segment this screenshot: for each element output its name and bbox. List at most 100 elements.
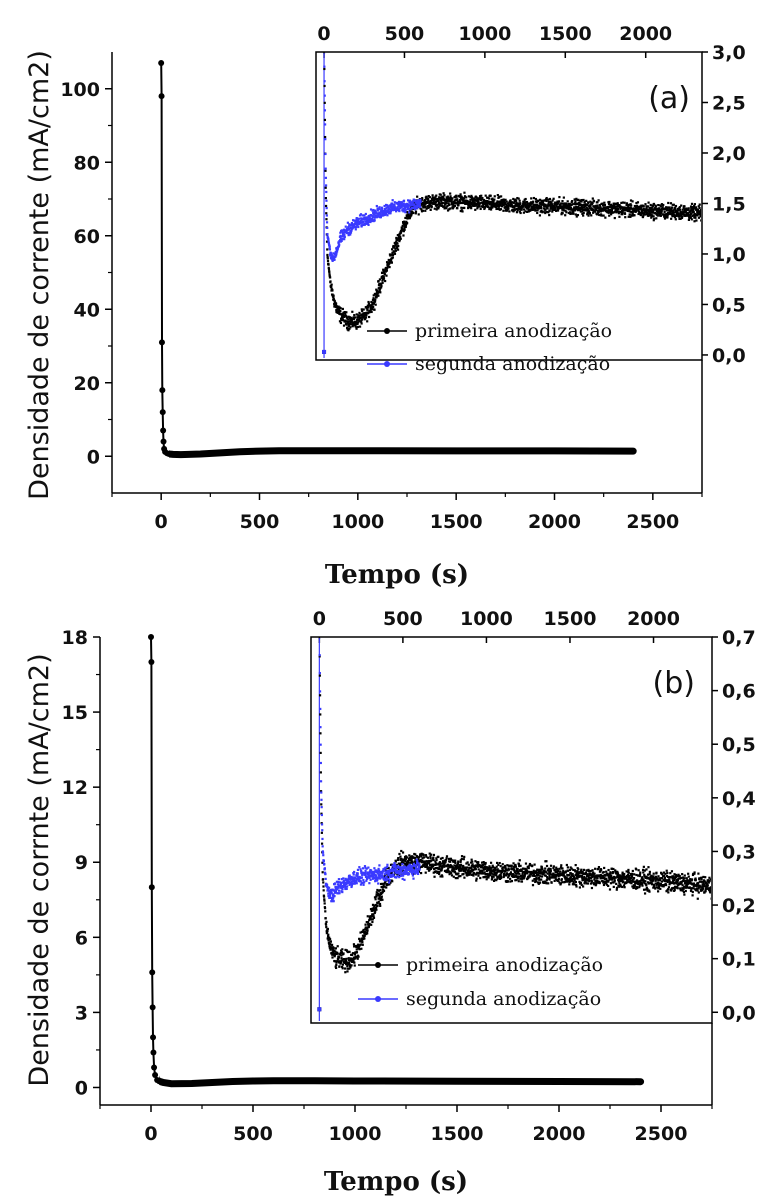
inset-data-point (458, 200, 462, 203)
inset-y-tick-label: 0,5 (712, 294, 746, 316)
inset-data-point (569, 211, 572, 214)
inset-data-point (516, 196, 519, 200)
inset-data-point (420, 855, 423, 858)
inset-data-point (591, 208, 595, 212)
inset-data-point (429, 855, 432, 858)
y-tick-label: 12 (62, 777, 88, 799)
inset-data-point (391, 880, 394, 883)
inset-data-point (488, 867, 491, 871)
inset-data-point (338, 320, 342, 323)
inset-data-point (467, 869, 470, 872)
inset-data-point (678, 883, 681, 886)
inset-data-point (321, 871, 324, 874)
inset-data-point (699, 208, 701, 212)
inset-data-point (386, 875, 390, 878)
inset-data-point (548, 197, 552, 201)
inset-data-point (453, 864, 456, 867)
inset-data-point (574, 863, 577, 867)
inset-data-point (643, 875, 646, 878)
inset-data-point (336, 888, 339, 891)
inset-data-point (351, 310, 354, 313)
inset-data-point (679, 889, 682, 892)
inset-data-point (326, 257, 329, 260)
inset-data-point (589, 882, 593, 885)
inset-data-point (334, 255, 337, 258)
inset-data-point (549, 200, 552, 203)
inset-data-point (388, 871, 391, 874)
inset-data-point (385, 212, 388, 215)
inset-data-point (524, 867, 527, 870)
inset-data-point (329, 276, 332, 279)
inset-data-point (326, 255, 329, 259)
inset-data-point (324, 877, 327, 881)
inset-data-point (340, 878, 343, 881)
inset-data-point (393, 865, 396, 868)
inset-data-point (562, 869, 565, 873)
inset-data-point (434, 863, 438, 866)
inset-data-point (534, 879, 537, 882)
inset-data-point (490, 866, 493, 869)
inset-data-point (362, 928, 365, 932)
inset-data-point (623, 872, 626, 876)
inset-data-point (470, 198, 473, 201)
inset-data-point (423, 199, 427, 202)
inset-data-point (511, 204, 514, 207)
inset-data-point (384, 866, 387, 869)
inset-data-point (684, 886, 688, 889)
inset-data-point (448, 208, 451, 211)
inset-data-point (338, 311, 341, 314)
inset-data-point (496, 200, 499, 203)
inset-data-point (343, 311, 347, 315)
inset-data-point (368, 218, 371, 221)
inset-data-point (345, 311, 348, 314)
inset-data-point (328, 273, 331, 276)
inset-data-point (373, 872, 376, 875)
inset-data-point (456, 877, 459, 880)
inset-data-point (370, 915, 373, 918)
inset-data-point (346, 326, 349, 329)
inset-data-point (457, 875, 460, 878)
inset-data-point (697, 891, 700, 894)
inset-data-point (569, 872, 573, 875)
inset-data-point (517, 877, 520, 880)
inset-data-point (473, 204, 476, 207)
inset-data-point (386, 863, 389, 866)
inset-data-point (333, 949, 336, 952)
inset-data-point (657, 875, 660, 878)
inset-data-point (562, 196, 565, 199)
inset-data-point (350, 222, 354, 225)
inset-data-point (675, 873, 678, 877)
inset-data-point (695, 884, 698, 888)
inset-data-point (382, 209, 385, 213)
inset-data-point (541, 868, 544, 871)
inset-data-point (536, 211, 539, 215)
inset-data-point (666, 880, 669, 884)
inset-data-point (634, 210, 638, 213)
inset-data-point (594, 206, 597, 209)
inset-data-point (621, 211, 624, 214)
inset-data-point (334, 950, 337, 953)
inset-data-point (357, 878, 361, 881)
inset-data-point (518, 875, 521, 878)
main-data-point (148, 659, 155, 666)
inset-data-point (559, 866, 563, 869)
inset-data-point (319, 751, 322, 755)
inset-data-point (381, 874, 384, 877)
inset-data-point (709, 890, 711, 893)
inset-data-point (583, 200, 586, 203)
inset-data-point (381, 207, 384, 210)
inset-data-point (460, 209, 463, 212)
inset-data-point (460, 206, 463, 209)
inset-data-point (350, 964, 353, 967)
inset-data-point (664, 214, 667, 217)
inset-data-point (646, 873, 650, 876)
inset-data-point (343, 233, 346, 236)
inset-data-point (516, 207, 519, 211)
inset-data-point (374, 303, 377, 306)
inset-data-point (629, 203, 632, 206)
inset-data-point (323, 867, 326, 870)
inset-data-point (490, 878, 493, 881)
inset-data-point (696, 889, 699, 892)
inset-data-point (629, 210, 632, 213)
inset-data-point (413, 867, 416, 870)
